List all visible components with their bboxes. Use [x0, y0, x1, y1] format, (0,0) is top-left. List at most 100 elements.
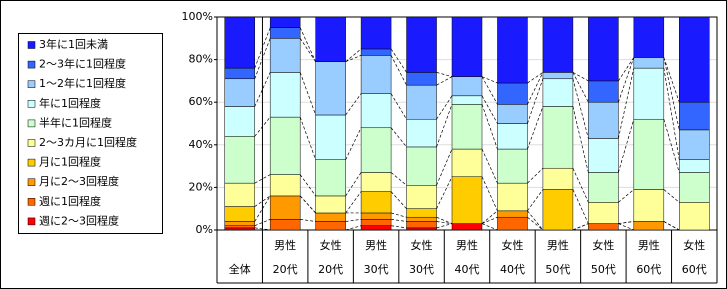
x-tick-label: 50代 — [591, 263, 616, 276]
series-line — [481, 95, 498, 124]
bar-segment — [451, 104, 483, 150]
series-line — [436, 223, 453, 229]
legend-label: 週に2～3回程度 — [39, 213, 119, 227]
x-tick-label: 男性 — [638, 238, 660, 252]
legend-box — [18, 33, 163, 234]
series-line — [254, 27, 271, 69]
bar-segment — [269, 38, 301, 73]
legend-swatch — [27, 178, 36, 186]
series-line — [618, 68, 635, 139]
series-line — [618, 221, 634, 224]
series-line — [345, 93, 362, 116]
series-line — [436, 76, 453, 86]
legend-swatch — [27, 41, 36, 49]
series-line — [345, 55, 362, 63]
bar-segment — [406, 84, 437, 120]
bar-segment — [406, 118, 437, 148]
bar-segment — [542, 72, 574, 80]
legend-label: 2～3年に1回程度 — [39, 57, 126, 71]
bar-segment — [360, 172, 392, 192]
x-tick-label: 男性 — [547, 238, 569, 252]
legend-label: 月に2～3回程度 — [39, 174, 119, 188]
legend-label: 3年に1回未満 — [39, 37, 108, 51]
x-tick-label: 20代 — [318, 263, 343, 276]
x-tick-label: 女性 — [501, 238, 523, 252]
series-line — [254, 174, 271, 184]
series-line — [663, 221, 680, 231]
bar-segment — [588, 80, 619, 103]
bar-segment — [315, 114, 346, 160]
bar-segment — [315, 61, 346, 116]
bar-segment — [360, 212, 392, 220]
x-tick-label: 30代 — [364, 263, 389, 276]
series-line — [663, 57, 680, 130]
series-line — [481, 148, 498, 184]
x-tick-label: 40代 — [455, 263, 480, 276]
bar-segment — [360, 225, 392, 231]
bar-segment — [224, 182, 255, 207]
series-line — [527, 106, 544, 150]
bar-segment — [315, 16, 346, 62]
series-line — [663, 57, 680, 103]
bar-segment — [497, 182, 528, 212]
series-line — [391, 225, 407, 229]
bar-segment — [633, 221, 665, 231]
series-line — [527, 72, 544, 84]
bar-segment — [451, 76, 483, 97]
bar-segment — [224, 106, 255, 137]
bar-segment — [497, 148, 528, 184]
series-line — [618, 57, 635, 103]
series-line — [345, 127, 362, 160]
series-line — [436, 176, 453, 209]
legend-label: 2～3カ月に1回程度 — [39, 135, 137, 149]
bar-segment — [679, 101, 710, 131]
legend-swatch — [27, 119, 36, 128]
y-tick-label: 0% — [196, 223, 213, 236]
legend-swatch — [27, 217, 36, 226]
bar-segment — [406, 185, 437, 209]
series-line — [299, 27, 316, 62]
series-line — [254, 195, 271, 207]
series-line — [527, 78, 544, 124]
legend-label: 1～2年に1回程度 — [39, 76, 126, 90]
x-tick-label: 女性 — [683, 238, 705, 252]
bar-segment — [224, 16, 255, 69]
bar-segment — [451, 95, 483, 105]
series-line — [527, 216, 544, 231]
series-line — [618, 223, 634, 231]
series-line — [436, 221, 453, 224]
bar-segment — [360, 16, 392, 50]
bar-segment — [679, 202, 710, 231]
series-line — [481, 210, 498, 224]
bar-segment — [542, 16, 574, 73]
bar-segment — [360, 48, 392, 56]
bar-segment — [542, 167, 574, 190]
bar-segment — [360, 93, 392, 129]
series-line — [436, 216, 453, 224]
bar-segment — [679, 172, 710, 203]
series-line — [527, 210, 544, 231]
bar-segment — [679, 129, 710, 160]
bar-segment — [406, 216, 437, 222]
series-line — [254, 72, 271, 107]
series-line — [299, 72, 316, 116]
bar-segment — [451, 16, 483, 77]
series-line — [390, 127, 407, 148]
y-tick-label: 20% — [189, 180, 213, 193]
series-line — [390, 212, 407, 218]
bar-segment — [315, 195, 346, 214]
series-line — [390, 191, 407, 209]
series-line — [572, 223, 589, 231]
series-line — [481, 223, 498, 231]
series-line — [527, 72, 544, 105]
bar-segment — [406, 146, 437, 186]
legend-swatch — [27, 158, 36, 167]
bar-segment — [588, 16, 619, 82]
series-line — [618, 119, 635, 173]
bar-segment — [315, 221, 346, 231]
legend-swatch — [27, 198, 36, 206]
bar-segment — [451, 176, 483, 224]
y-tick-label: 100% — [182, 10, 213, 23]
series-line — [481, 76, 498, 84]
